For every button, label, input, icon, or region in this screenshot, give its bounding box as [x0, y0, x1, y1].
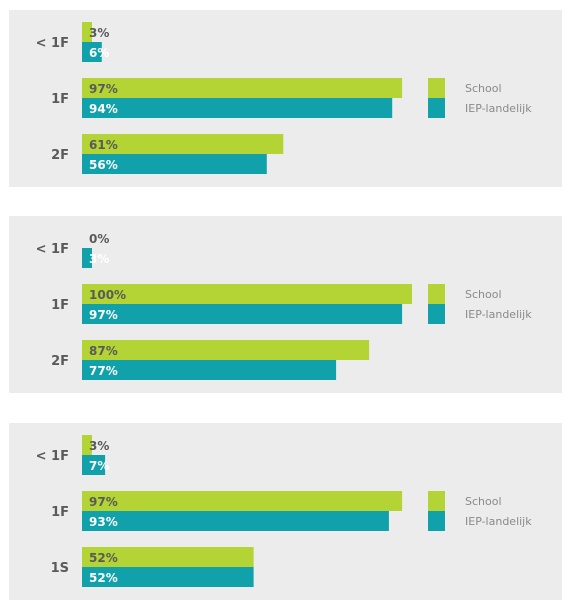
category-label: < 1F: [36, 449, 69, 464]
category-label: < 1F: [36, 242, 69, 257]
category-label: 1F: [51, 298, 69, 313]
bar-school: [82, 284, 412, 304]
legend-label-school: School: [465, 82, 502, 95]
value-label-school: 97%: [89, 82, 118, 96]
value-label-iep-landelijk: 94%: [89, 102, 118, 116]
legend-label-iep-landelijk: IEP-landelijk: [465, 102, 532, 115]
chart-panel-1: < 1F 3% 6% 1F 97% 94% 2F 61% 56% School IEP-landel…: [9, 10, 562, 187]
category-label: 1F: [51, 505, 69, 520]
value-label-school: 97%: [89, 495, 118, 509]
value-label-iep-landelijk: 52%: [89, 571, 118, 585]
category-label: 2F: [51, 354, 69, 369]
value-label-iep-landelijk: 77%: [89, 364, 118, 378]
value-label-school: 3%: [89, 26, 109, 40]
value-label-iep-landelijk: 97%: [89, 308, 118, 322]
bar-school: [82, 547, 254, 567]
bar-iep-landelijk: [82, 42, 102, 62]
legend-swatch-school: [428, 78, 445, 98]
value-label-school: 87%: [89, 344, 118, 358]
legend-swatch-iep-landelijk: [428, 511, 445, 531]
value-label-school: 0%: [89, 232, 109, 246]
category-label: 1S: [51, 561, 69, 576]
value-label-iep-landelijk: 7%: [89, 459, 109, 473]
legend-label-school: School: [465, 288, 502, 301]
bar-school: [82, 78, 403, 98]
bar-chart-1: < 1F 3% 6% 1F 97% 94% 2F 61% 56% School IEP-landel…: [36, 22, 532, 174]
bar-iep-landelijk: [82, 154, 267, 174]
bar-iep-landelijk: [82, 360, 337, 380]
bar-iep-landelijk: [82, 248, 92, 268]
category-label: < 1F: [36, 36, 69, 51]
bar-school: [82, 435, 92, 455]
bar-iep-landelijk: [82, 98, 393, 118]
value-label-school: 100%: [89, 288, 126, 302]
legend-label-iep-landelijk: IEP-landelijk: [465, 308, 532, 321]
chart-panel-3: < 1F 3% 7% 1F 97% 93% 1S 52% 52% School IEP-landel…: [9, 423, 562, 600]
category-label: 1F: [51, 92, 69, 107]
bar-school: [82, 134, 284, 154]
legend-swatch-school: [428, 284, 445, 304]
legend-label-school: School: [465, 495, 502, 508]
bar-school: [82, 491, 403, 511]
legend-swatch-school: [428, 491, 445, 511]
value-label-school: 52%: [89, 551, 118, 565]
bar-iep-landelijk: [82, 511, 389, 531]
category-label: 2F: [51, 148, 69, 163]
bar-iep-landelijk: [82, 455, 106, 475]
value-label-iep-landelijk: 56%: [89, 158, 118, 172]
legend-swatch-iep-landelijk: [428, 304, 445, 324]
value-label-school: 61%: [89, 138, 118, 152]
value-label-school: 3%: [89, 439, 109, 453]
bar-iep-landelijk: [82, 304, 403, 324]
bar-school: [82, 22, 92, 42]
legend-swatch-iep-landelijk: [428, 98, 445, 118]
chart-panel-2: < 1F 0% 3% 1F 100% 97% 2F 87% 77% School IEP-lande…: [9, 216, 562, 393]
value-label-iep-landelijk: 93%: [89, 515, 118, 529]
bar-school: [82, 340, 370, 360]
legend-label-iep-landelijk: IEP-landelijk: [465, 515, 532, 528]
bar-chart-2: < 1F 0% 3% 1F 100% 97% 2F 87% 77% School IEP-lande…: [36, 232, 532, 380]
value-label-iep-landelijk: 3%: [89, 252, 109, 266]
value-label-iep-landelijk: 6%: [89, 46, 109, 60]
bar-chart-3: < 1F 3% 7% 1F 97% 93% 1S 52% 52% School IEP-landel…: [36, 435, 532, 587]
bar-iep-landelijk: [82, 567, 254, 587]
